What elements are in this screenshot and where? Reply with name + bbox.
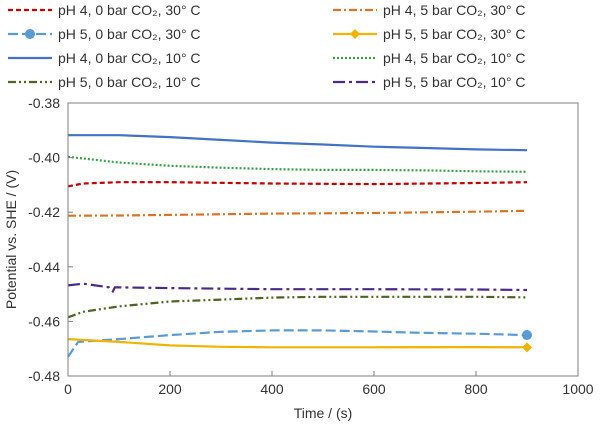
x-axis-title: Time / (s) <box>294 405 353 421</box>
legend-item-6: pH 4, 5 bar CO₂, 10° C <box>333 50 526 66</box>
legend-label: pH 5, 0 bar CO₂, 30° C <box>58 26 201 42</box>
x-tick-label: 400 <box>260 381 284 397</box>
y-tick-label: -0.44 <box>28 259 60 275</box>
legend-label: pH 4, 0 bar CO₂, 30° C <box>58 2 201 18</box>
legend-item-2: pH 4, 5 bar CO₂, 30° C <box>333 2 526 18</box>
y-tick-label: -0.48 <box>28 368 60 384</box>
series-end-marker-3 <box>522 330 532 341</box>
x-tick-label: 200 <box>158 381 182 397</box>
legend-label: pH 5, 5 bar CO₂, 10° C <box>383 74 526 90</box>
legend-marker <box>350 29 360 39</box>
legend-label: pH 5, 5 bar CO₂, 30° C <box>383 26 526 42</box>
series-line-6 <box>67 155 528 173</box>
legend-item-4: pH 5, 5 bar CO₂, 30° C <box>333 26 526 42</box>
legend-label: pH 5, 0 bar CO₂, 10° C <box>58 74 201 90</box>
series-line-1 <box>67 181 528 188</box>
x-tick-label: 600 <box>362 381 386 397</box>
plot-frame <box>67 102 579 377</box>
x-tick-label: 1000 <box>562 381 593 397</box>
series-line-8 <box>67 282 528 294</box>
axes: 0 200 400 600 800 1000 -0.38 -0.40 -0.42 -0.44 -0.… <box>28 95 594 397</box>
legend: pH 4, 0 bar CO₂, 30° C pH 4, 5 bar CO₂, 3… <box>8 2 526 90</box>
legend-label: pH 4, 5 bar CO₂, 10° C <box>383 50 526 66</box>
y-tick-label: -0.42 <box>28 204 60 220</box>
series-line-5 <box>68 134 528 152</box>
series-end-marker-4 <box>522 342 532 353</box>
plot-area <box>67 134 532 358</box>
legend-label: pH 4, 5 bar CO₂, 30° C <box>383 2 526 18</box>
series-line-3 <box>67 329 528 358</box>
y-tick-label: -0.46 <box>28 313 60 329</box>
series-line-7 <box>67 295 528 319</box>
legend-item-8: pH 5, 5 bar CO₂, 10° C <box>333 74 526 90</box>
series-line-4 <box>67 338 528 349</box>
legend-item-5: pH 4, 0 bar CO₂, 10° C <box>8 50 201 66</box>
legend-marker <box>25 29 35 39</box>
y-axis-title: Potential vs. SHE / (V) <box>3 170 19 309</box>
legend-item-1: pH 4, 0 bar CO₂, 30° C <box>8 2 201 18</box>
x-tick-label: 800 <box>464 381 488 397</box>
legend-label: pH 4, 0 bar CO₂, 10° C <box>58 50 201 66</box>
x-tick-label: 0 <box>64 381 72 397</box>
legend-item-7: pH 5, 0 bar CO₂, 10° C <box>8 74 201 90</box>
legend-item-3: pH 5, 0 bar CO₂, 30° C <box>8 26 201 42</box>
y-tick-label: -0.38 <box>28 95 60 111</box>
series-line-2 <box>67 209 528 217</box>
y-tick-label: -0.40 <box>28 150 60 166</box>
